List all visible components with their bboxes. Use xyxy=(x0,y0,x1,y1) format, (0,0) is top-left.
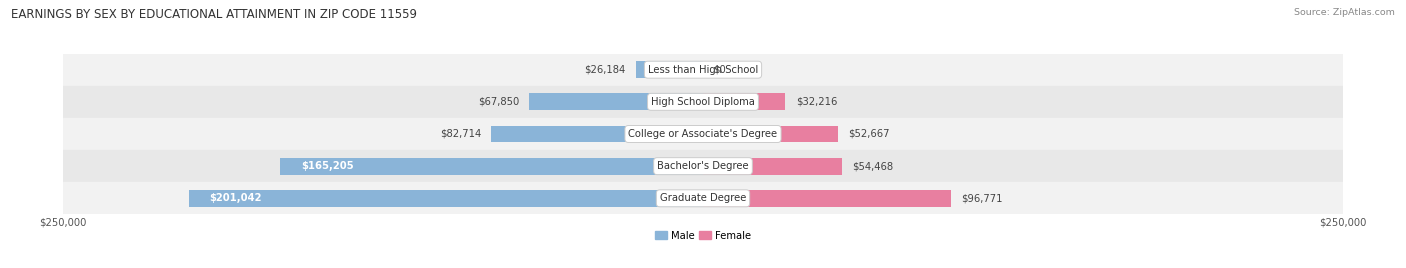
Bar xyxy=(703,94,786,110)
Bar xyxy=(63,54,1343,86)
Bar xyxy=(703,190,950,207)
Bar xyxy=(703,126,838,142)
Text: $96,771: $96,771 xyxy=(960,193,1002,203)
Legend: Male, Female: Male, Female xyxy=(651,227,755,245)
Text: $165,205: $165,205 xyxy=(301,161,353,171)
Bar xyxy=(63,182,1343,214)
Text: $0: $0 xyxy=(713,65,725,75)
Text: Graduate Degree: Graduate Degree xyxy=(659,193,747,203)
Text: $67,850: $67,850 xyxy=(478,97,519,107)
Text: $52,667: $52,667 xyxy=(848,129,890,139)
Text: $32,216: $32,216 xyxy=(796,97,837,107)
Text: Less than High School: Less than High School xyxy=(648,65,758,75)
Text: Bachelor's Degree: Bachelor's Degree xyxy=(657,161,749,171)
Bar xyxy=(703,158,842,174)
Bar xyxy=(63,150,1343,182)
Text: Source: ZipAtlas.com: Source: ZipAtlas.com xyxy=(1294,8,1395,17)
Text: High School Diploma: High School Diploma xyxy=(651,97,755,107)
Bar xyxy=(491,126,703,142)
Bar xyxy=(280,158,703,174)
Bar xyxy=(63,86,1343,118)
Text: $54,468: $54,468 xyxy=(852,161,894,171)
Bar xyxy=(63,118,1343,150)
Text: $82,714: $82,714 xyxy=(440,129,481,139)
Bar xyxy=(636,61,703,78)
Bar xyxy=(188,190,703,207)
Bar xyxy=(530,94,703,110)
Text: $201,042: $201,042 xyxy=(209,193,262,203)
Text: $26,184: $26,184 xyxy=(585,65,626,75)
Text: College or Associate's Degree: College or Associate's Degree xyxy=(628,129,778,139)
Text: EARNINGS BY SEX BY EDUCATIONAL ATTAINMENT IN ZIP CODE 11559: EARNINGS BY SEX BY EDUCATIONAL ATTAINMEN… xyxy=(11,8,418,21)
